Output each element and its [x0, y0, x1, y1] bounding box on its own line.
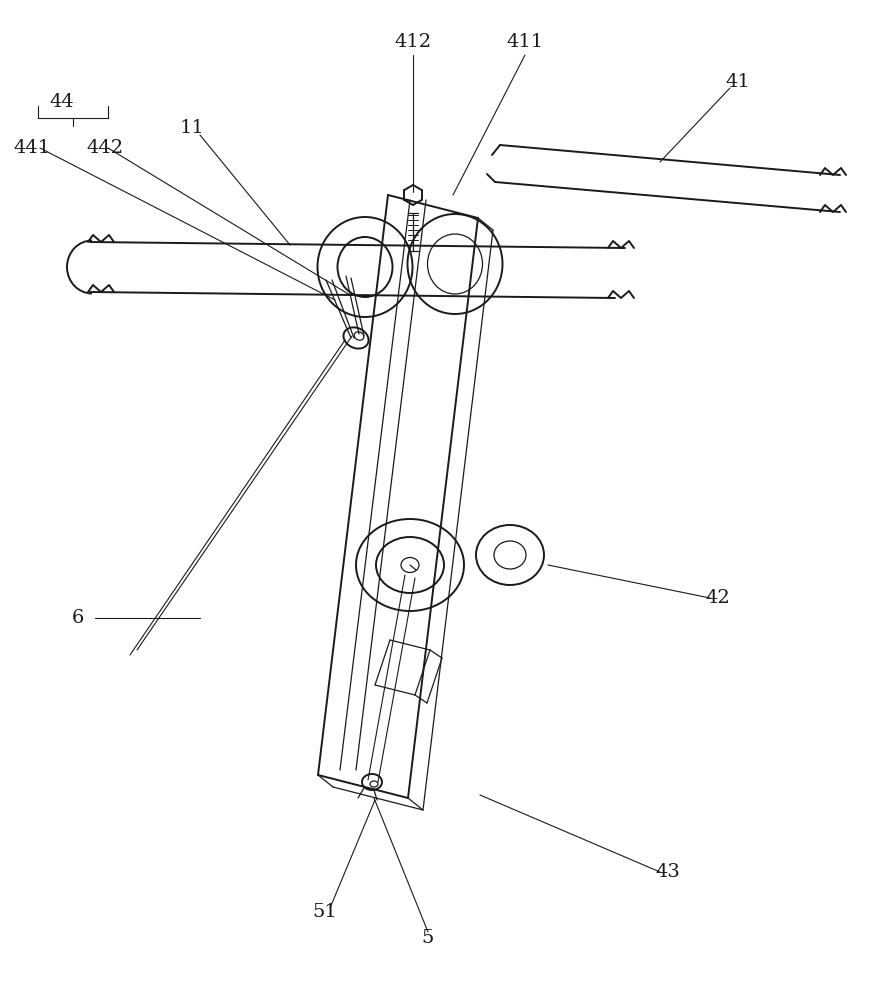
Text: 44: 44 [50, 93, 75, 111]
Text: 411: 411 [507, 33, 544, 51]
Text: 6: 6 [72, 609, 84, 627]
Text: 51: 51 [313, 903, 337, 921]
Text: 11: 11 [180, 119, 204, 137]
Text: 43: 43 [655, 863, 680, 881]
Text: 41: 41 [726, 73, 750, 91]
Text: 412: 412 [395, 33, 432, 51]
Text: 442: 442 [86, 139, 123, 157]
Text: 5: 5 [421, 929, 434, 947]
Text: 441: 441 [13, 139, 50, 157]
Text: 42: 42 [706, 589, 730, 607]
